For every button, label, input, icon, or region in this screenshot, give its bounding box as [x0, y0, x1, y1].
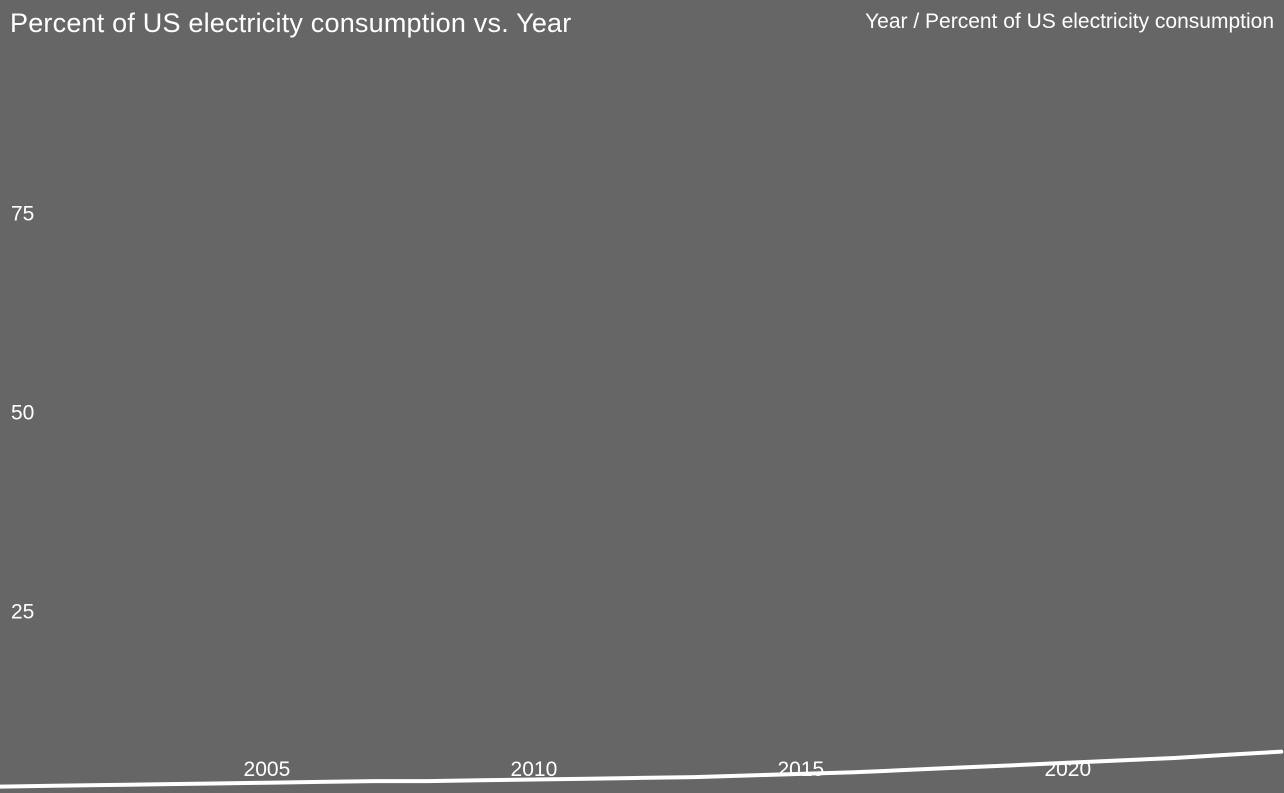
series-line	[0, 749, 1284, 789]
y-axis-tick-labels: 25 50 75	[11, 203, 34, 624]
x-tick-label: 2005	[244, 758, 291, 781]
y-tick-label: 75	[11, 203, 34, 226]
y-tick-label: 25	[11, 600, 34, 623]
x-tick-label: 2010	[511, 758, 558, 781]
chart-title: Percent of US electricity consumption vs…	[10, 8, 572, 38]
y-tick-label: 50	[11, 402, 34, 425]
x-tick-label: 2015	[777, 758, 824, 781]
axes-mapping-label: Year / Percent of US electricity consump…	[865, 10, 1274, 33]
